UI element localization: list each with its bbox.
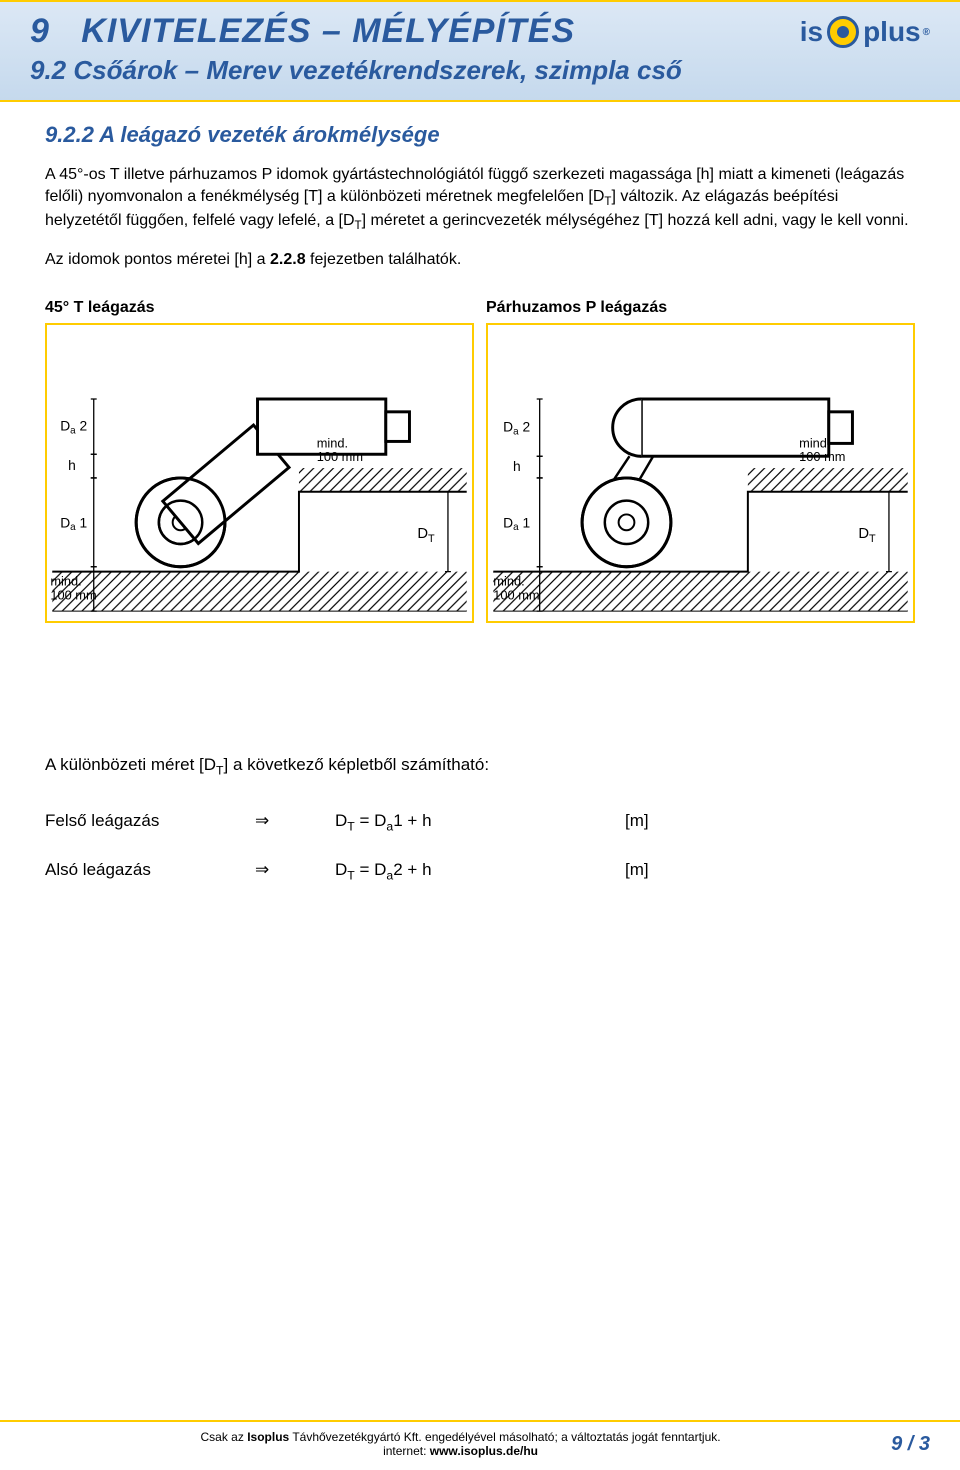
paragraph-2: Az idomok pontos méretei [h] a 2.2.8 fej… [45,249,915,271]
formula-row-upper: Felső leágazás ⇒ DT = Da1 + h [m] [45,809,915,836]
figure-left-box: Da 2 h Da 1 mind. 100 mm mind. 100 mm DT [45,323,474,623]
paragraph-1: A 45°-os T illetve párhuzamos P idomok g… [45,164,915,235]
figure-left: 45° T leágazás [45,299,474,623]
svg-text:Da 2: Da 2 [503,418,530,437]
chapter-title: 9 KIVITELEZÉS – MÉLYÉPÍTÉS [30,12,930,51]
formula-unit: [m] [625,858,685,885]
registered-mark: ® [923,27,930,38]
figure-right: Párhuzamos P leágazás [486,299,915,623]
svg-text:100 mm: 100 mm [799,449,845,464]
figures-row: 45° T leágazás [45,299,915,623]
section-heading: 9.2.2 A leágazó vezeték árokmélysége [45,122,915,148]
subsection-title: 9.2 Csőárok – Merev vezetékrendszerek, s… [30,55,930,86]
diagram-parallel-p: Da 2 h Da 1 mind. 100 mm mind. 100 mm DT [488,325,913,621]
svg-text:DT: DT [858,526,876,545]
arrow-icon: ⇒ [255,858,335,885]
page-number: 9 / 3 [891,1433,930,1456]
svg-text:100 mm: 100 mm [493,587,539,602]
logo-circle-icon [827,16,859,48]
brand-logo: is plus ® [800,16,930,48]
formula-label: Felső leágazás [45,809,255,836]
formula-label: Alsó leágazás [45,858,255,885]
logo-left: is [800,16,823,48]
formula-unit: [m] [625,809,685,836]
svg-text:h: h [68,457,76,473]
svg-text:100 mm: 100 mm [50,587,96,602]
svg-text:mind.: mind. [799,435,830,450]
page-header: 9 KIVITELEZÉS – MÉLYÉPÍTÉS 9.2 Csőárok –… [0,0,960,102]
chapter-num: 9 [30,12,50,50]
formula-intro: A különbözeti méret [DT] a következő kép… [45,753,915,780]
svg-text:Da 1: Da 1 [60,514,87,533]
svg-text:DT: DT [417,526,435,545]
svg-text:Da 1: Da 1 [503,514,530,533]
footer-url: www.isoplus.de/hu [430,1444,538,1458]
figure-right-box: Da 2 h Da 1 mind. 100 mm mind. 100 mm DT [486,323,915,623]
logo-right: plus [863,16,921,48]
diagram-45t: Da 2 h Da 1 mind. 100 mm mind. 100 mm DT [47,325,472,621]
figure-right-title: Párhuzamos P leágazás [486,299,915,317]
formula-block: A különbözeti méret [DT] a következő kép… [45,753,915,885]
svg-text:mind.: mind. [317,435,348,450]
svg-text:h: h [513,458,521,474]
page-content: 9.2.2 A leágazó vezeték árokmélysége A 4… [0,102,960,884]
footer-center: Csak az Isoplus Távhővezetékgyártó Kft. … [30,1430,891,1458]
chapter-title-text: KIVITELEZÉS – MÉLYÉPÍTÉS [81,12,575,50]
figure-left-title: 45° T leágazás [45,299,474,317]
svg-text:Da 2: Da 2 [60,417,87,436]
page-footer: Csak az Isoplus Távhővezetékgyártó Kft. … [0,1420,960,1470]
arrow-icon: ⇒ [255,809,335,836]
svg-text:mind.: mind. [50,573,81,588]
formula-row-lower: Alsó leágazás ⇒ DT = Da2 + h [m] [45,858,915,885]
formula-expr: DT = Da1 + h [335,809,625,836]
svg-text:100 mm: 100 mm [317,449,363,464]
svg-text:mind.: mind. [493,573,524,588]
formula-expr: DT = Da2 + h [335,858,625,885]
